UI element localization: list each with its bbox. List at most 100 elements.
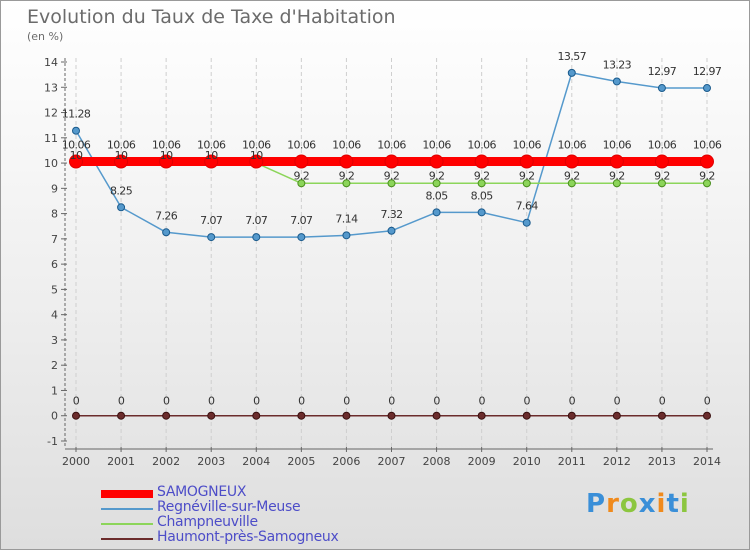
point-haumont-pres-samogneux-2008: [432, 411, 441, 420]
point-regneville-sur-meuse-2006: [342, 231, 351, 240]
data-label-samogneux-2000: 10.06: [62, 139, 91, 152]
point-samogneux-2002: [159, 154, 174, 169]
point-champneuville-2005: [297, 179, 306, 188]
data-label-samogneux-2013: 10.06: [648, 139, 677, 152]
logo-letter: o: [619, 489, 639, 519]
data-label-champneuville-2010: 9.2: [519, 169, 535, 182]
data-label-champneuville-2008: 9.2: [429, 169, 445, 182]
y-tick-label: 8: [51, 208, 58, 221]
point-haumont-pres-samogneux-2001: [117, 411, 126, 420]
point-samogneux-2001: [114, 154, 129, 169]
point-regneville-sur-meuse-2000: [72, 126, 80, 135]
y-tick-label: 9: [51, 182, 58, 195]
data-label-haumont-pres-samogneux-2011: 0: [569, 395, 576, 408]
y-tick-label: 6: [51, 258, 58, 271]
point-haumont-pres-samogneux-2000: [72, 411, 80, 420]
y-tick-label: 0: [51, 410, 58, 423]
data-label-regneville-sur-meuse-2011: 13.57: [558, 50, 587, 63]
data-label-champneuville-2002: 10: [160, 149, 173, 162]
x-tick-label: 2014: [693, 455, 721, 468]
data-label-samogneux-2002: 10.06: [152, 139, 181, 152]
logo-letter: i: [656, 489, 667, 519]
point-regneville-sur-meuse-2005: [297, 233, 306, 242]
x-tick-label: 2005: [287, 455, 315, 468]
data-label-champneuville-2007: 9.2: [384, 169, 400, 182]
y-tick-label: 10: [44, 157, 58, 170]
data-label-haumont-pres-samogneux-2008: 0: [433, 395, 440, 408]
data-label-regneville-sur-meuse-2008: 8.05: [426, 189, 449, 202]
data-label-champneuville-2011: 9.2: [564, 169, 580, 182]
data-label-haumont-pres-samogneux-2009: 0: [478, 395, 485, 408]
y-tick-label: 2: [51, 359, 58, 372]
data-label-regneville-sur-meuse-2001: 8.25: [110, 184, 133, 197]
data-label-regneville-sur-meuse-2000: 11.28: [62, 108, 91, 121]
data-label-samogneux-2003: 10.06: [197, 139, 226, 152]
data-label-champneuville-2013: 9.2: [654, 169, 670, 182]
point-haumont-pres-samogneux-2013: [657, 411, 666, 420]
data-label-haumont-pres-samogneux-2004: 0: [253, 395, 260, 408]
y-tick-label: 3: [51, 334, 58, 347]
y-tick-label: 1: [51, 384, 58, 397]
legend-label-champneuville: Champneuville: [157, 514, 258, 530]
data-label-regneville-sur-meuse-2009: 8.05: [471, 189, 494, 202]
point-regneville-sur-meuse-2007: [387, 226, 396, 235]
point-regneville-sur-meuse-2009: [477, 208, 486, 217]
point-haumont-pres-samogneux-2012: [612, 411, 621, 420]
point-samogneux-2009: [474, 154, 489, 169]
point-champneuville-2006: [342, 179, 351, 188]
x-tick-label: 2011: [558, 455, 586, 468]
point-haumont-pres-samogneux-2002: [162, 411, 171, 420]
x-tick-label: 2000: [62, 455, 90, 468]
legend-item-haumont: Haumont-près-Samogneux: [101, 529, 381, 546]
data-label-regneville-sur-meuse-2003: 7.07: [200, 214, 223, 227]
data-label-samogneux-2008: 10.06: [422, 139, 451, 152]
point-regneville-sur-meuse-2012: [612, 77, 621, 86]
point-samogneux-2007: [384, 154, 399, 169]
data-label-regneville-sur-meuse-2006: 7.14: [335, 212, 358, 225]
logo-letter: x: [638, 489, 657, 519]
point-haumont-pres-samogneux-2007: [387, 411, 396, 420]
point-regneville-sur-meuse-2002: [162, 228, 171, 237]
data-label-samogneux-2006: 10.06: [332, 139, 361, 152]
data-label-champneuville-2014: 9.2: [699, 169, 715, 182]
x-tick-label: 2003: [197, 455, 225, 468]
point-samogneux-2011: [564, 154, 579, 169]
x-tick-label: 2012: [603, 455, 631, 468]
point-regneville-sur-meuse-2008: [432, 208, 441, 217]
data-label-haumont-pres-samogneux-2010: 0: [524, 395, 531, 408]
point-regneville-sur-meuse-2001: [117, 203, 126, 212]
data-label-samogneux-2005: 10.06: [287, 139, 316, 152]
legend-swatch-samogneux: [101, 490, 153, 498]
data-label-haumont-pres-samogneux-2007: 0: [388, 395, 395, 408]
legend-item-regneville: Regnéville-sur-Meuse: [101, 499, 381, 516]
point-regneville-sur-meuse-2004: [252, 233, 261, 242]
data-label-haumont-pres-samogneux-2005: 0: [298, 395, 305, 408]
data-label-samogneux-2001: 10.06: [107, 139, 136, 152]
data-label-samogneux-2012: 10.06: [603, 139, 632, 152]
x-tick-label: 2008: [423, 455, 451, 468]
data-label-haumont-pres-samogneux-2013: 0: [659, 395, 666, 408]
point-regneville-sur-meuse-2003: [207, 233, 216, 242]
point-regneville-sur-meuse-2010: [522, 218, 531, 227]
point-regneville-sur-meuse-2013: [657, 84, 666, 93]
data-label-haumont-pres-samogneux-2001: 0: [118, 395, 125, 408]
data-label-haumont-pres-samogneux-2012: 0: [614, 395, 621, 408]
data-label-champneuville-2004: 10: [250, 149, 263, 162]
point-haumont-pres-samogneux-2009: [477, 411, 486, 420]
point-samogneux-2010: [519, 154, 534, 169]
legend-label-haumont: Haumont-près-Samogneux: [157, 529, 339, 545]
y-tick-label: 5: [51, 283, 58, 296]
y-tick-label: 13: [44, 81, 58, 94]
data-label-samogneux-2007: 10.06: [377, 139, 406, 152]
logo-letter: t: [666, 489, 680, 519]
data-label-regneville-sur-meuse-2013: 12.97: [648, 65, 677, 78]
point-samogneux-2014: [700, 154, 714, 169]
logo-letter: i: [679, 489, 690, 519]
y-tick-label: 4: [51, 309, 58, 322]
y-tick-label: 12: [44, 107, 58, 120]
logo-letter: r: [606, 489, 620, 519]
point-regneville-sur-meuse-2011: [567, 68, 576, 77]
x-tick-label: 2007: [378, 455, 406, 468]
legend-label-samogneux: SAMOGNEUX: [157, 484, 247, 500]
